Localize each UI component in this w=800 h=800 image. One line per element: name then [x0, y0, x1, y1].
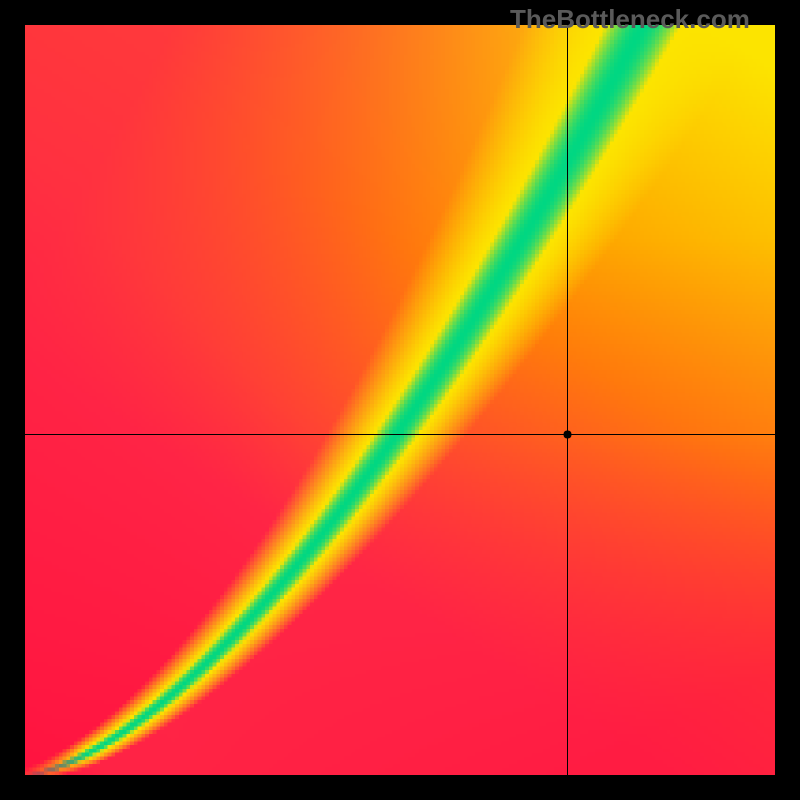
crosshair-overlay: [25, 25, 775, 775]
watermark-text: TheBottleneck.com: [510, 4, 750, 35]
chart-container: TheBottleneck.com: [0, 0, 800, 800]
